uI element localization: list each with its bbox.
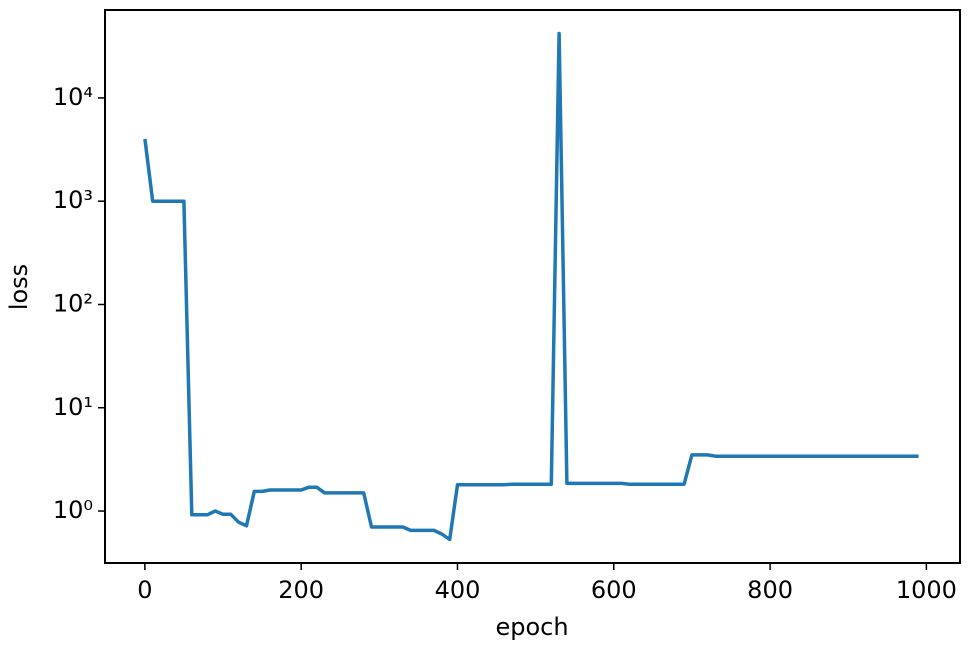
y-tick-label: 10¹ [53, 393, 93, 421]
plot-frame [104, 9, 961, 564]
y-tick-label: 10³ [53, 186, 93, 214]
y-tick-label: 10⁴ [53, 83, 93, 111]
x-tick-label: 0 [137, 576, 152, 604]
y-axis-label: loss [5, 264, 33, 310]
x-tick-label: 1000 [896, 576, 957, 604]
line [143, 31, 919, 542]
x-axis-label: epoch [495, 613, 568, 641]
x-tick-label: 200 [278, 576, 324, 604]
x-tick-label: 800 [747, 576, 793, 604]
y-tick-label: 10⁰ [53, 496, 93, 524]
x-tick-label: 400 [435, 576, 481, 604]
x-tick-label: 600 [591, 576, 637, 604]
y-tick-label: 10² [53, 289, 93, 317]
